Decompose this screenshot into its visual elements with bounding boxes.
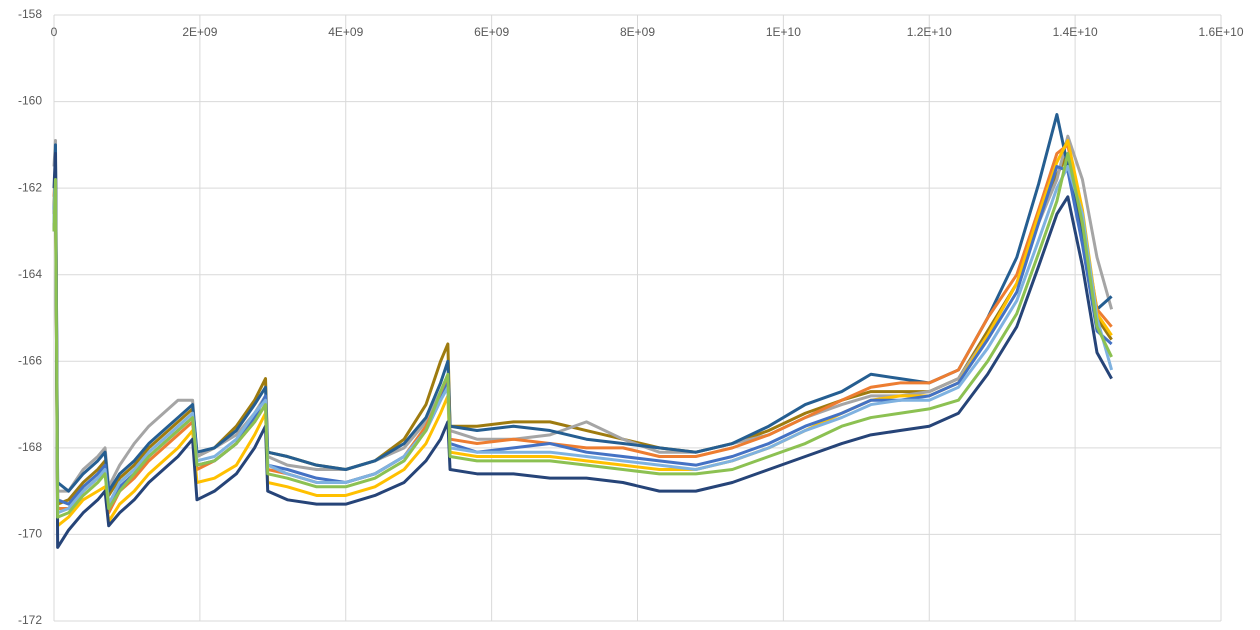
y-tick-label: -158 xyxy=(18,7,42,21)
x-tick-label: 4E+09 xyxy=(328,25,363,39)
x-tick-label: 0 xyxy=(51,25,58,39)
x-tick-label: 2E+09 xyxy=(182,25,217,39)
tick-labels: -172 -170 -168 -166 -164 -162 -160 -158 0 2E+09 4E… xyxy=(18,7,1244,627)
x-tick-label: 1.2E+10 xyxy=(907,25,952,39)
x-tick-label: 1.4E+10 xyxy=(1053,25,1098,39)
y-tick-label: -168 xyxy=(18,440,42,454)
series-line xyxy=(52,152,1113,549)
x-tick-label: 1E+10 xyxy=(766,25,801,39)
plot-lines xyxy=(52,113,1114,549)
y-tick-label: -160 xyxy=(18,94,42,108)
y-tick-label: -170 xyxy=(18,527,42,541)
y-tick-label: -162 xyxy=(18,180,42,194)
series-line xyxy=(52,152,1113,519)
x-tick-label: 6E+09 xyxy=(474,25,509,39)
series-line xyxy=(52,160,1114,515)
y-tick-label: -166 xyxy=(18,353,42,367)
y-tick-label: -172 xyxy=(18,613,42,627)
y-tick-label: -164 xyxy=(18,267,42,281)
x-tick-label: 8E+09 xyxy=(620,25,655,39)
x-tick-label: 1.6E+10 xyxy=(1198,25,1243,39)
series-line xyxy=(52,134,1114,493)
